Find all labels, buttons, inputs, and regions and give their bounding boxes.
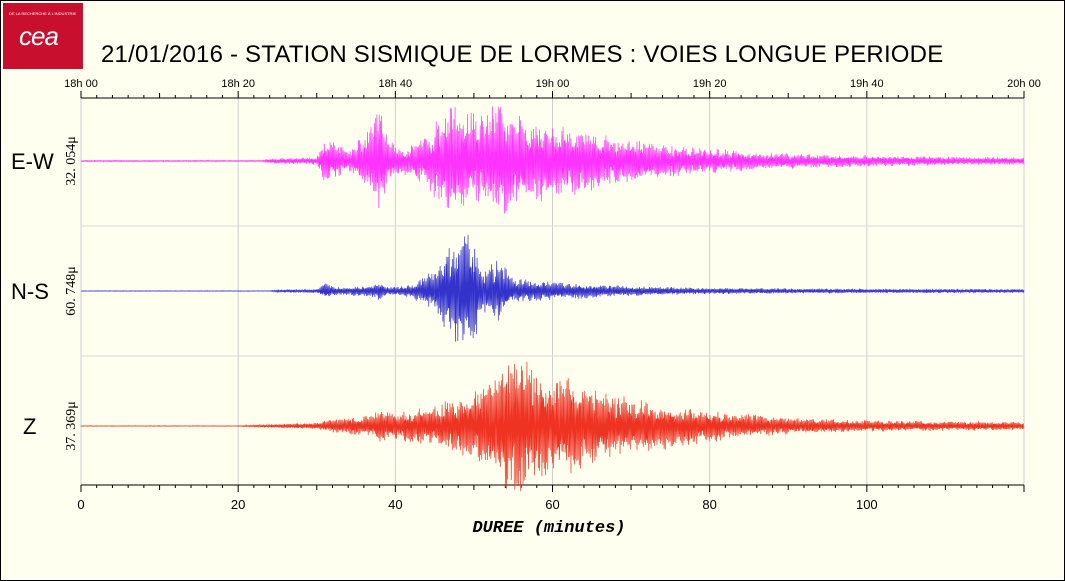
chart-title: 21/01/2016 - STATION SISMIQUE DE LORMES … <box>101 41 944 68</box>
cea-logo: DE LA RECHERCHE À L'INDUSTRIE cea <box>3 3 83 69</box>
channel-scale-label: 37. 369μ <box>64 401 79 451</box>
top-axis-tick-label: 19h 20 <box>693 78 727 90</box>
traces <box>80 106 1025 492</box>
channel-label: N-S <box>11 279 49 304</box>
x-tick-label: 0 <box>77 497 84 512</box>
trace-n-s <box>80 234 1025 342</box>
channel-label: Z <box>23 414 36 439</box>
axes <box>80 91 1025 492</box>
x-tick-label: 60 <box>545 497 559 512</box>
x-tick-label: 40 <box>388 497 402 512</box>
logo-tagline: DE LA RECHERCHE À L'INDUSTRIE <box>9 11 77 16</box>
top-axis-tick-label: 19h 40 <box>850 78 884 90</box>
channel-scale-label: 60. 748μ <box>64 266 79 316</box>
top-axis-tick-label: 18h 40 <box>379 78 413 90</box>
top-axis-tick-label: 18h 00 <box>64 78 98 90</box>
top-axis-tick-label: 19h 00 <box>536 78 570 90</box>
channel-label: E-W <box>11 149 54 174</box>
labels: 18h 00 18h 20 18h 40 19h 00 19h 20 19h 40 20h … <box>11 78 1041 538</box>
x-tick-label: 20 <box>231 497 245 512</box>
logo-text: cea <box>19 21 59 51</box>
x-axis-title: DUREE (minutes) <box>472 519 625 538</box>
trace-e-w <box>80 106 1025 214</box>
top-axis-tick-label: 20h 00 <box>1007 78 1041 90</box>
channel-scale-label: 32. 054μ <box>64 136 79 186</box>
trace-z <box>80 361 1025 492</box>
x-tick-label: 100 <box>856 497 878 512</box>
x-tick-label: 80 <box>702 497 716 512</box>
top-axis-tick-label: 18h 20 <box>221 78 255 90</box>
